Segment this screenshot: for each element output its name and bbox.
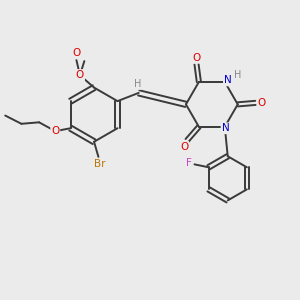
Text: O: O (73, 48, 81, 59)
Text: N: N (224, 75, 232, 85)
Text: F: F (186, 158, 191, 168)
Text: O: O (76, 70, 84, 80)
Text: N: N (221, 123, 229, 133)
Text: H: H (234, 70, 242, 80)
Text: H: H (134, 79, 141, 89)
Text: O: O (76, 70, 84, 80)
Text: O: O (51, 126, 59, 136)
Text: O: O (258, 98, 266, 108)
Text: O: O (180, 142, 188, 152)
Text: O: O (192, 53, 201, 63)
Text: Br: Br (94, 158, 106, 169)
